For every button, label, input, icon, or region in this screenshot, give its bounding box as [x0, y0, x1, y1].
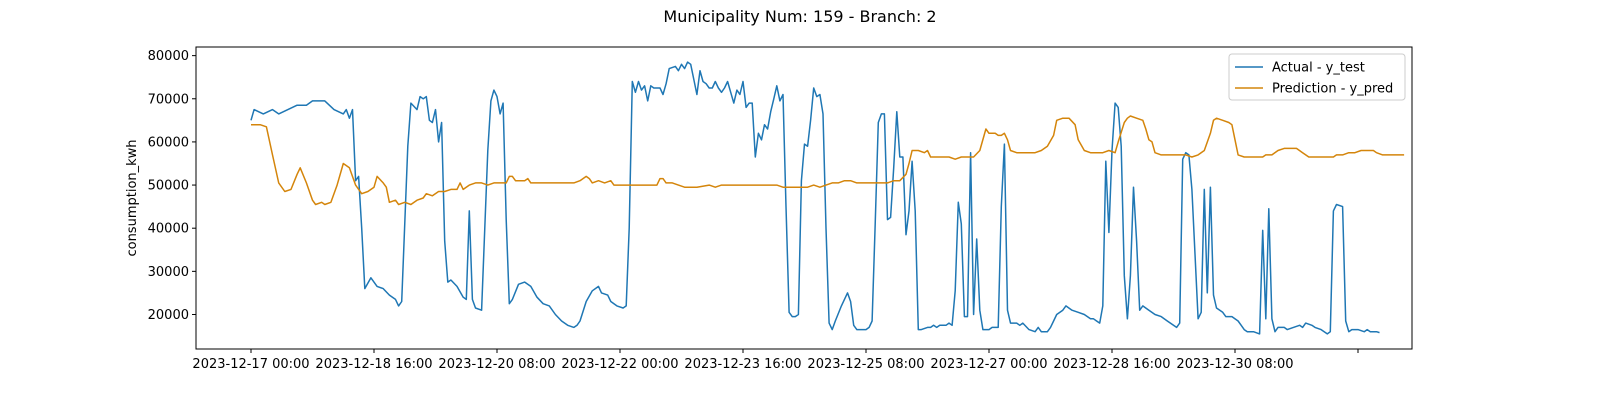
plot-frame — [195, 46, 1413, 350]
x-tick-label: 2023-12-18 16:00 — [315, 357, 432, 372]
x-tick-label: 2023-12-17 00:00 — [192, 357, 309, 372]
legend-label: Actual - y_test — [1272, 61, 1365, 76]
y-tick-label: 40000 — [148, 222, 189, 237]
y-tick-label: 30000 — [148, 265, 189, 280]
legend-box — [1228, 53, 1406, 101]
y-tick-label: 70000 — [148, 92, 189, 107]
series-line-prediction — [251, 115, 1405, 206]
y-tick-label: 20000 — [148, 308, 189, 323]
series-line-actual — [250, 61, 1380, 335]
x-tick-label: 2023-12-30 08:00 — [1176, 357, 1293, 372]
legend-label: Prediction - y_pred — [1272, 82, 1393, 97]
chart-title: Municipality Num: 159 - Branch: 2 — [663, 7, 936, 26]
x-tick-label: 2023-12-25 08:00 — [807, 357, 924, 372]
x-tick-label: 2023-12-20 08:00 — [438, 357, 555, 372]
y-tick-label: 80000 — [148, 49, 189, 64]
x-tick-label: 2023-12-23 16:00 — [684, 357, 801, 372]
y-tick-label: 60000 — [148, 135, 189, 150]
y-axis-label: consumption_kwh — [125, 139, 140, 256]
legend: Actual - y_test Prediction - y_pred — [1228, 53, 1406, 101]
x-tick-label: 2023-12-28 16:00 — [1053, 357, 1170, 372]
x-tick-label: 2023-12-27 00:00 — [930, 357, 1047, 372]
x-tick-label: 2023-12-22 00:00 — [561, 357, 678, 372]
y-tick-label: 50000 — [148, 179, 189, 194]
